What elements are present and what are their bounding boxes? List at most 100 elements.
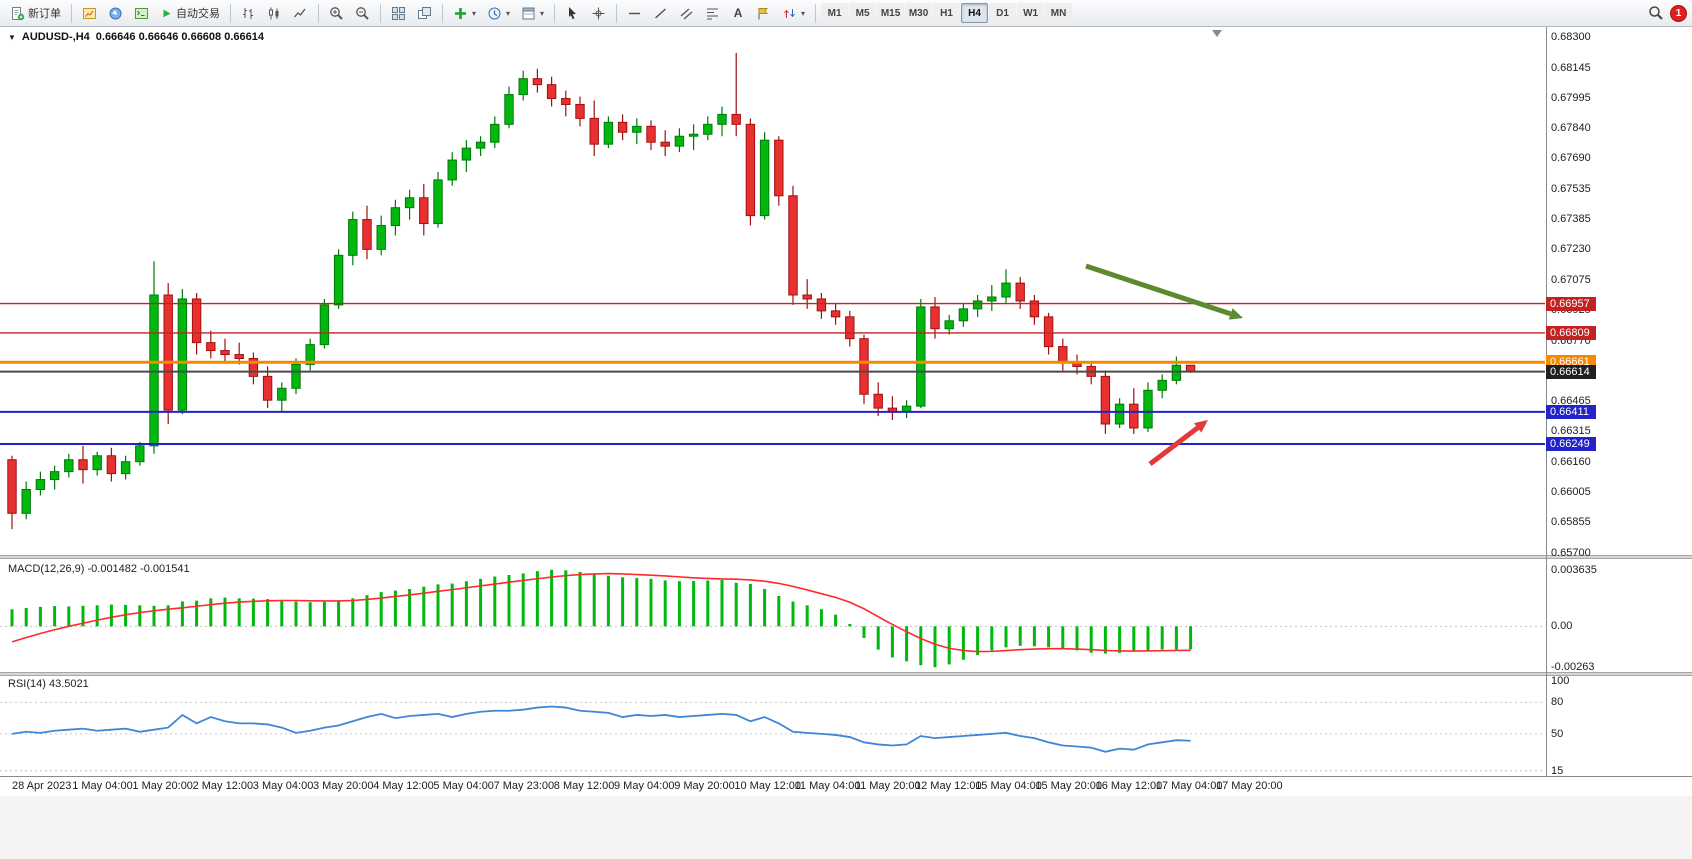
axis-label: 0.67535 [1551,182,1591,195]
line-chart-button[interactable] [288,2,313,24]
zoom-out-icon [355,6,370,21]
zoom-in-button[interactable] [324,2,349,24]
price-tag: 0.66411 [1546,404,1596,419]
fibonacci-icon [705,6,720,21]
notification-badge[interactable]: 1 [1670,4,1687,22]
panel-splitter[interactable] [0,555,1692,559]
label-button[interactable] [751,2,776,24]
toolbar-separator [318,3,319,23]
one-click-trading-toggle-icon[interactable]: ▼ [8,32,16,42]
indicators-button[interactable]: ▾ [448,2,481,24]
toolbar-separator [616,3,618,23]
navigator-button[interactable] [103,2,128,24]
arrows-button[interactable]: ▾ [777,2,810,24]
ohlc-values: 0.66646 0.66646 0.66608 0.66614 [95,31,264,43]
axis-label: 80 [1551,696,1564,709]
search-button[interactable] [1643,2,1669,24]
timeframe-m1-button[interactable]: M1 [821,3,849,23]
time-axis-label: 8 May 12:00 [553,780,615,792]
axis-label: 0.68300 [1551,31,1591,43]
timeframe-d1-button[interactable]: D1 [989,3,1017,23]
search-icon [1648,5,1664,21]
axis-label: 0.68145 [1551,61,1591,74]
timeframe-m5-button[interactable]: M5 [849,3,877,23]
price-tag: 0.66809 [1546,325,1596,340]
axis-label: 0.67230 [1551,243,1591,256]
toolbar-separator [71,3,72,23]
axis-label: 0.66160 [1551,455,1591,468]
candlestick-chart-button[interactable] [262,2,287,24]
cursor-button[interactable] [560,2,585,24]
axis-label: 0.003635 [1551,563,1597,576]
time-axis-label: 1 May 20:00 [132,780,193,792]
fibonacci-button[interactable] [700,2,725,24]
cascade-windows-button[interactable] [412,2,437,24]
timeframe-h4-button[interactable]: H4 [961,3,989,23]
market-watch-button[interactable] [77,2,102,24]
price-tag: 0.66957 [1546,296,1596,311]
axis-label: 15 [1551,764,1564,777]
panel-splitter[interactable] [0,672,1692,676]
time-axis-label: 9 May 04:00 [614,780,675,792]
tile-windows-button[interactable] [386,2,411,24]
horizontal-line-button[interactable] [622,2,647,24]
price-tag: 0.66249 [1546,437,1596,452]
price-tag: 0.66614 [1546,364,1596,379]
time-axis-label: 11 May 20:00 [854,780,921,792]
axis-label: 0.67840 [1551,122,1591,135]
symbol-period-label: AUDUSD-,H4 [21,31,90,43]
rsi-panel[interactable] [0,676,1546,776]
label-flag-icon [756,6,771,21]
crosshair-button[interactable] [586,2,611,24]
chevron-down-icon: ▾ [801,8,806,18]
time-axis-label: 4 May 12:00 [373,780,434,792]
axis-label: 0.65855 [1551,516,1591,529]
periods-button[interactable]: ▾ [482,2,515,24]
time-axis-label: 12 May 12:00 [915,780,982,792]
toolbar: 新订单 自动交易 ▾ ▾ ▾ A ▾ M1 [0,0,1692,27]
price-axis-separator [1546,27,1547,776]
toolbar-separator [230,3,231,23]
arrows-tool-icon [782,6,797,21]
toolbar-separator [380,3,381,23]
time-axis-label: 10 May 12:00 [734,780,802,792]
timeframe-m30-button[interactable]: M30 [905,3,933,23]
time-axis-label: 11 May 04:00 [794,780,861,792]
time-axis-label: 2 May 12:00 [192,780,254,792]
price-axis[interactable]: 0.68300 0.68145 0.67995 0.67840 0.67690 0.675… [1546,0,1692,796]
time-axis-label: 1 May 04:00 [72,780,133,792]
main-chart-panel[interactable] [0,27,1546,556]
text-button[interactable]: A [726,2,750,24]
auto-trading-play-icon [160,7,173,20]
clock-icon [487,6,502,21]
chevron-down-icon: ▾ [506,8,511,18]
bar-chart-button[interactable] [236,2,261,24]
new-order-label: 新订单 [28,8,61,20]
bar-chart-icon [241,6,256,21]
axis-label: -0.00263 [1551,661,1595,674]
candlestick-chart-icon [267,6,282,21]
text-tool-icon: A [733,6,743,20]
zoom-out-button[interactable] [350,2,375,24]
time-axis-label: 17 May 20:00 [1216,780,1283,792]
chevron-down-icon: ▾ [540,8,545,18]
templates-button[interactable]: ▾ [516,2,549,24]
time-axis-label: 16 May 12:00 [1095,780,1163,792]
terminal-button[interactable] [129,2,154,24]
timeframe-w1-button[interactable]: W1 [1017,3,1045,23]
new-order-button[interactable]: 新订单 [5,2,66,24]
trendline-button[interactable] [648,2,673,24]
toolbar-separator [815,3,817,23]
time-axis-label: 3 May 20:00 [313,780,374,792]
timeframe-mn-button[interactable]: MN [1045,3,1073,23]
timeframe-h1-button[interactable]: H1 [933,3,961,23]
horizontal-line-icon [627,6,642,21]
auto-trading-button[interactable]: 自动交易 [155,2,225,24]
timeframe-m15-button[interactable]: M15 [877,3,905,23]
template-icon [521,6,536,21]
axis-label: 0.66465 [1551,395,1591,408]
tile-windows-icon [391,6,406,21]
macd-panel[interactable] [0,560,1546,672]
channel-button[interactable] [674,2,699,24]
time-axis[interactable]: 28 Apr 2023 1 May 04:00 1 May 20:00 2 May 1… [0,778,1546,796]
